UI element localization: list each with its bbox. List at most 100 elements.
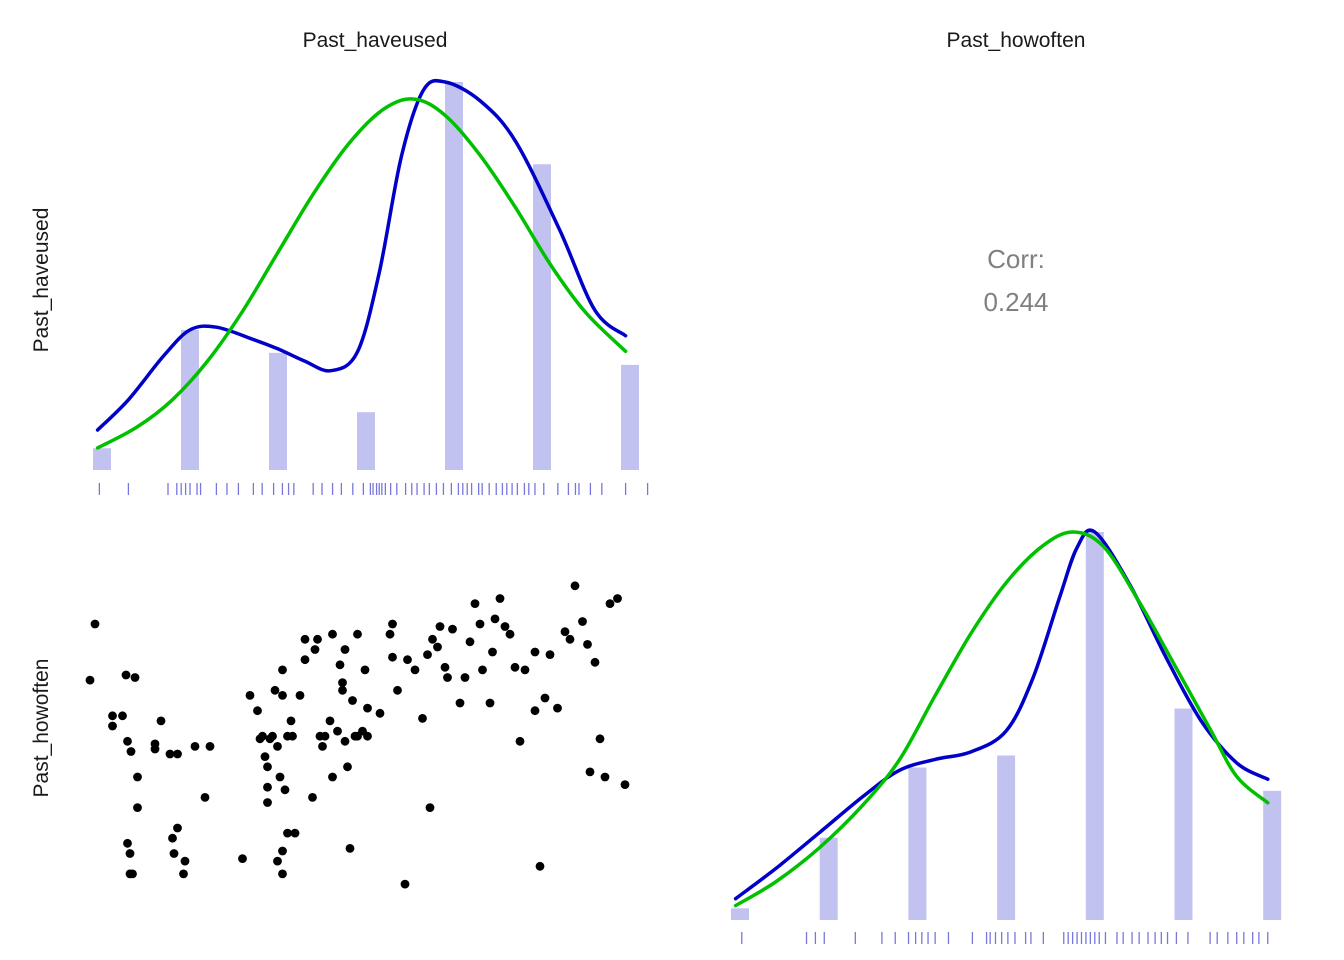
scatter-point-44	[278, 869, 287, 879]
scatter-point-107	[490, 614, 500, 624]
scatter-point-122	[570, 581, 580, 591]
scatter-point-45	[278, 846, 287, 856]
scatter-point-67	[335, 660, 345, 670]
scatter-point-88	[400, 879, 410, 889]
corr-label: Corr:	[987, 244, 1045, 274]
howoften-bar-6	[1174, 708, 1193, 920]
scatter-point-23	[173, 749, 182, 759]
scatter-point-103	[475, 619, 485, 629]
scatter-point-54	[295, 691, 305, 700]
scatter-point-118	[545, 650, 555, 659]
scatter-point-70	[340, 736, 350, 746]
scatter-point-46	[278, 665, 287, 675]
scatter-point-2	[90, 619, 100, 629]
scatter-point-31	[253, 706, 262, 716]
scatter-point-55	[300, 655, 310, 665]
scatter-point-85	[388, 619, 397, 629]
scatter-point-4	[108, 711, 117, 721]
scatter-point-81	[363, 703, 372, 713]
column-label-2: Past_howoften	[947, 29, 1086, 52]
scatter-point-109	[500, 622, 510, 631]
scatter-point-127	[595, 734, 605, 744]
scatter-point-1	[85, 675, 95, 685]
scatter-point-48	[280, 785, 290, 795]
howoften-bar-4	[997, 755, 1016, 920]
row-label-2: Past_howoften	[30, 659, 53, 798]
scatter-point-66	[333, 726, 342, 736]
scatter-point-101	[465, 637, 475, 647]
scatter-point-99	[455, 698, 465, 708]
scatter-point-37	[263, 798, 272, 807]
scatter-point-111	[510, 662, 520, 672]
scatter-point-6	[123, 736, 132, 746]
scatter-point-13	[128, 869, 137, 879]
scatter-point-131	[620, 780, 630, 789]
scatter-point-65	[328, 772, 337, 782]
howoften-bar-3	[908, 767, 927, 920]
scatter-point-125	[585, 767, 595, 777]
scatter-point-29	[238, 854, 247, 863]
scatter-point-120	[560, 627, 570, 637]
scatter-point-42	[273, 742, 282, 751]
density-panel-past-haveused	[93, 78, 649, 495]
scatter-point-71	[343, 762, 352, 772]
scatter-point-102	[470, 599, 480, 608]
scatter-point-34	[260, 752, 270, 761]
scatter-point-95	[435, 622, 445, 631]
scatter-point-51	[286, 716, 296, 726]
scatter-point-86	[393, 685, 402, 695]
scatter-point-119	[553, 703, 562, 713]
scatter-point-52	[288, 731, 297, 741]
scatter-point-28	[205, 742, 215, 751]
scatter-point-59	[313, 634, 322, 644]
scatter-point-97	[443, 673, 452, 682]
scatter-point-33	[258, 731, 267, 741]
scatter-point-8	[125, 849, 135, 858]
scatter-point-92	[425, 803, 435, 812]
scatter-point-58	[310, 645, 320, 654]
scatter-point-40	[270, 685, 280, 695]
scatter-point-93	[428, 634, 437, 644]
scatter-point-5	[118, 711, 127, 721]
haveused-kde-curve-blue	[95, 78, 628, 432]
scatter-point-130	[613, 594, 622, 603]
haveused-bar-5	[445, 82, 463, 470]
scatter-point-128	[600, 772, 610, 782]
scatter-point-35	[263, 762, 272, 772]
scatter-point-87	[403, 655, 412, 665]
howoften-bar-2	[819, 837, 838, 920]
scatter-point-17	[150, 744, 160, 754]
howoften-bar-1	[731, 908, 749, 920]
scatter-point-115	[530, 706, 540, 716]
scatter-point-106	[488, 647, 497, 657]
scatter-point-41	[273, 856, 282, 866]
scatter-point-126	[590, 657, 600, 667]
scatter-point-12	[130, 673, 140, 682]
scatter-point-43	[275, 772, 285, 782]
haveused-bar-3	[269, 352, 287, 470]
scatter-point-116	[535, 861, 545, 871]
scatter-point-129	[605, 599, 615, 608]
scatter-point-98	[448, 624, 457, 634]
scatter-point-84	[385, 629, 395, 639]
scatter-point-57	[308, 793, 317, 802]
scatter-point-105	[485, 698, 495, 708]
scatter-point-79	[353, 629, 362, 639]
scatter-point-121	[565, 634, 575, 644]
corr-value: 0.244	[983, 287, 1048, 317]
scatter-point-74	[348, 696, 357, 705]
scatter-point-112	[515, 736, 525, 746]
scatter-point-104	[478, 665, 487, 675]
scatter-point-18	[156, 716, 166, 726]
haveused-bar-7	[621, 364, 639, 470]
scatter-point-82	[375, 708, 385, 718]
scatter-point-108	[495, 594, 505, 603]
density-panel-past-howoften	[731, 528, 1282, 944]
scatter-point-91	[423, 650, 432, 659]
scatter-point-89	[410, 665, 420, 675]
scatter-point-114	[530, 647, 540, 657]
scatter-point-20	[168, 833, 177, 843]
scatter-point-11	[121, 670, 131, 680]
scatter-point-83	[388, 652, 397, 662]
scatter-point-68	[338, 678, 347, 687]
